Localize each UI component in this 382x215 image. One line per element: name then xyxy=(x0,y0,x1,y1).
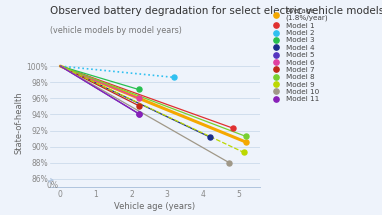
Point xyxy=(136,104,142,107)
Text: Observed battery degradation for select electric vehicle models: Observed battery degradation for select … xyxy=(50,6,382,17)
Y-axis label: State-of-health: State-of-health xyxy=(15,91,24,154)
Point xyxy=(207,135,213,139)
Legend: Average
(1.8%/year), Model 1, Model 2, Model 3, Model 4, Model 5, Model 6, Model: Average (1.8%/year), Model 1, Model 2, M… xyxy=(269,8,329,102)
Text: 0%: 0% xyxy=(47,181,58,190)
Point xyxy=(136,88,142,91)
Point xyxy=(227,161,233,164)
Text: (vehicle models by model years): (vehicle models by model years) xyxy=(50,26,181,35)
Point xyxy=(136,112,142,115)
Point xyxy=(136,112,142,115)
X-axis label: Vehicle age (years): Vehicle age (years) xyxy=(114,202,195,211)
Point xyxy=(171,76,177,79)
Point xyxy=(230,126,236,130)
Point xyxy=(136,97,142,100)
Point xyxy=(241,151,247,154)
Point xyxy=(243,135,249,138)
Point xyxy=(243,140,249,144)
